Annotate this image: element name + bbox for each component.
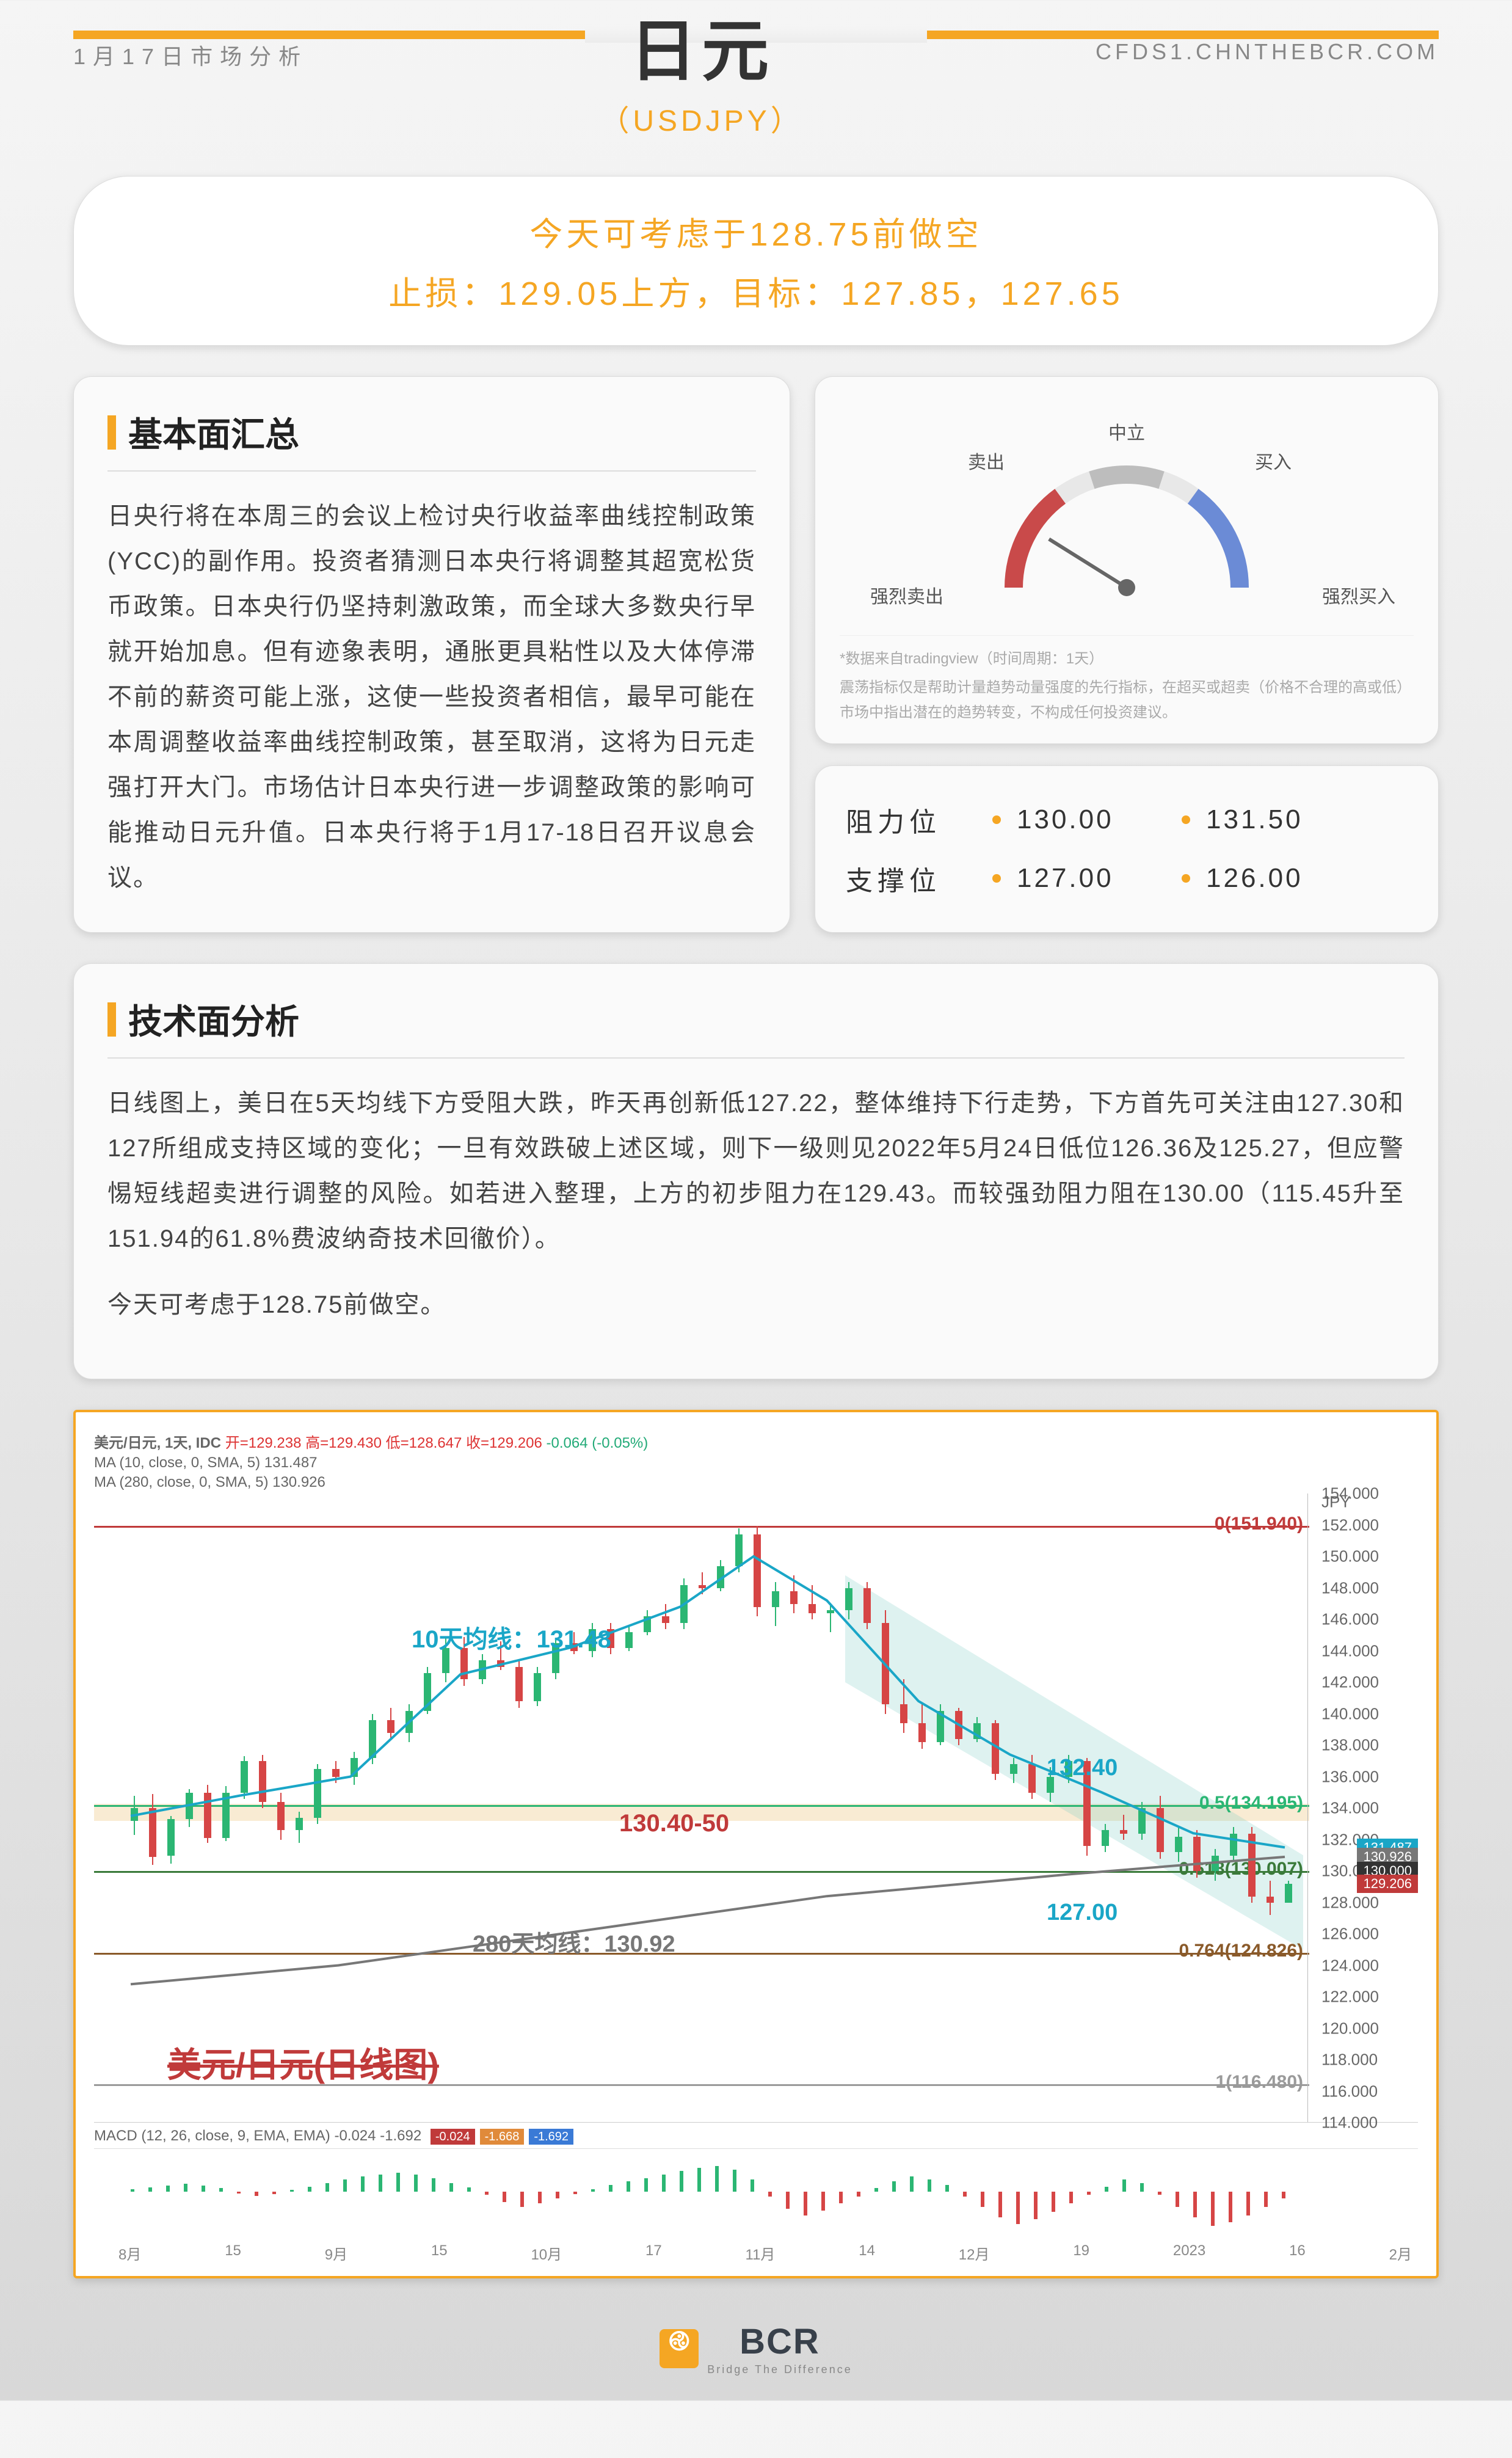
- gauge-footnote: *数据来自tradingview（时间周期：1天） 震荡指标仅是帮助计量趋势动量…: [840, 635, 1414, 725]
- header-date: 1月17日市场分析: [73, 39, 308, 71]
- footer-logo: ࿋ BCR Bridge The Difference: [660, 2321, 852, 2376]
- technical-text: 日线图上，美日在5天均线下方受阻大跌，昨天再创新低127.22，整体维持下行走势…: [107, 1081, 1405, 1327]
- chart-x-axis: 8月159月1510月1711月1412月192023162月: [94, 2234, 1418, 2264]
- sup-label: 支撑位: [846, 859, 962, 898]
- chart-high: 高=129.430: [305, 1435, 382, 1451]
- footer-brand: BCR: [707, 2321, 852, 2362]
- footer-logo-icon: ࿋: [660, 2329, 699, 2368]
- bullet-icon: [1182, 815, 1190, 824]
- reco-line2: 止损：129.05上方，目标：127.85，127.65: [111, 266, 1401, 315]
- header-row: 1月17日市场分析 日元 （USDJPY） CFDS1.CHNTHEBCR.CO…: [0, 0, 1512, 139]
- technical-p1: 日线图上，美日在5天均线下方受阻大跌，昨天再创新低127.22，整体维持下行走势…: [107, 1081, 1405, 1261]
- res-val-1: 130.00: [1017, 804, 1151, 835]
- chart-close: 收=129.206: [466, 1435, 542, 1451]
- reco-line1: 今天可考虑于128.75前做空: [111, 207, 1401, 255]
- technical-p2: 今天可考虑于128.75前做空。: [107, 1282, 1405, 1327]
- levels-card: 阻力位 130.00 131.50 支撑位 127.00 126.00: [815, 765, 1439, 933]
- footer-tagline: Bridge The Difference: [707, 2363, 852, 2376]
- fundamental-card: 基本面汇总 日央行将在本周三的会议上检讨央行收益率曲线控制政策(YCC)的副作用…: [73, 376, 790, 933]
- chart-pair: 美元/日元, 1天, IDC: [94, 1435, 221, 1451]
- gauge-footnote1: *数据来自tradingview（时间周期：1天）: [840, 647, 1414, 672]
- support-row: 支撑位 127.00 126.00: [846, 849, 1408, 908]
- sentiment-gauge: 强烈卖出卖出中立买入强烈买入: [840, 404, 1414, 624]
- footer: ࿋ BCR Bridge The Difference: [0, 2321, 1512, 2376]
- bullet-icon: [992, 874, 1001, 883]
- gauge-card: 强烈卖出卖出中立买入强烈买入 *数据来自tradingview（时间周期：1天）…: [815, 376, 1439, 744]
- res-val-2: 131.50: [1206, 804, 1340, 835]
- bullet-icon: [992, 815, 1001, 824]
- bullet-icon: [1182, 874, 1190, 883]
- chart-ma2: MA (280, close, 0, SMA, 5) 130.926: [94, 1474, 1418, 1491]
- chart-open: 开=129.238: [225, 1435, 302, 1451]
- macd-header: MACD (12, 26, close, 9, EMA, EMA) -0.024…: [94, 2128, 421, 2144]
- header-pair: （USDJPY）: [600, 97, 803, 139]
- header-title: 日元: [600, 0, 803, 94]
- sup-val-1: 127.00: [1017, 863, 1151, 894]
- header-center: 日元 （USDJPY）: [600, 0, 803, 139]
- gauge-footnote2: 震荡指标仅是帮助计量趋势动量强度的先行指标，在超买或超卖（价格不合理的高或低）市…: [840, 676, 1414, 726]
- sup-val-2: 126.00: [1206, 863, 1340, 894]
- macd-chart: [94, 2148, 1418, 2234]
- fundamental-title: 基本面汇总: [107, 407, 756, 472]
- chart-header: 美元/日元, 1天, IDC 开=129.238 高=129.430 低=128…: [94, 1431, 1418, 1452]
- chart-ma1: MA (10, close, 0, SMA, 5) 131.487: [94, 1454, 1418, 1472]
- technical-title: 技术面分析: [107, 994, 1405, 1059]
- technical-card: 技术面分析 日线图上，美日在5天均线下方受阻大跌，昨天再创新低127.22，整体…: [73, 963, 1439, 1379]
- chart-chg: -0.064 (-0.05%): [547, 1435, 649, 1451]
- resistance-row: 阻力位 130.00 131.50: [846, 790, 1408, 849]
- chart-card: 美元/日元, 1天, IDC 开=129.238 高=129.430 低=128…: [73, 1410, 1439, 2278]
- fundamental-text: 日央行将在本周三的会议上检讨央行收益率曲线控制政策(YCC)的副作用。投资者猜测…: [107, 494, 756, 900]
- recommendation-box: 今天可考虑于128.75前做空 止损：129.05上方，目标：127.85，12…: [73, 176, 1439, 346]
- header-url: CFDS1.CHNTHEBCR.COM: [1096, 39, 1439, 65]
- chart-low: 低=128.647: [386, 1435, 462, 1451]
- res-label: 阻力位: [846, 800, 962, 839]
- price-chart: 0(151.940)0.5(134.195)0.618(130.007)0.76…: [94, 1493, 1418, 2123]
